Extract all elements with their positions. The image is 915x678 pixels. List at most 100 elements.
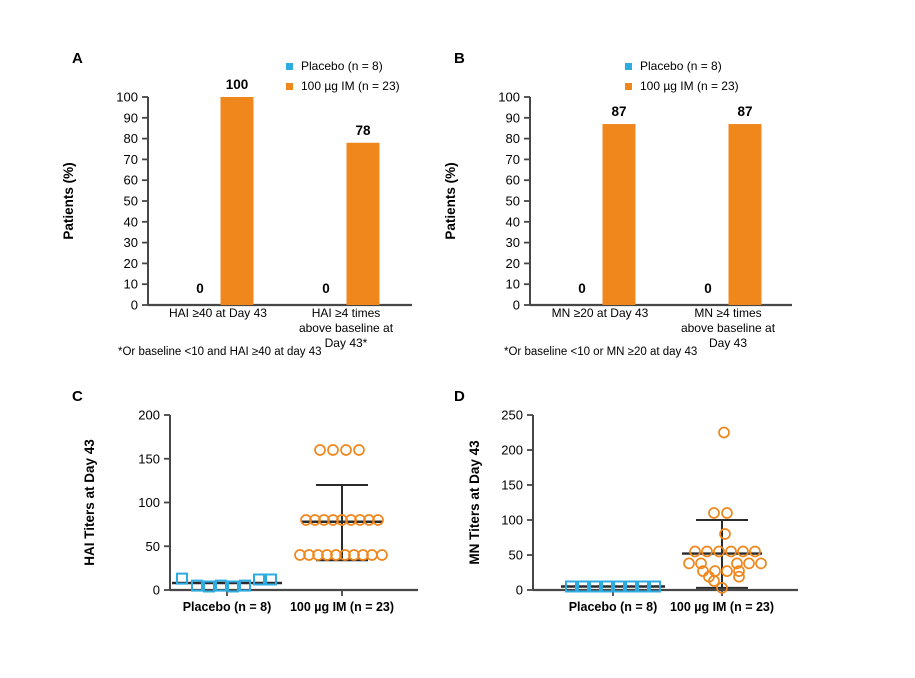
data-point-circle bbox=[318, 514, 330, 526]
axes: 0 10 20 30 40 50 60 70 80 90 100 bbox=[498, 90, 792, 313]
data-point-circle bbox=[321, 549, 333, 561]
y-tick-label: 100 bbox=[116, 90, 138, 105]
panel-a-letter: A bbox=[72, 50, 83, 67]
y-axis-title: MN Titers at Day 43 bbox=[467, 440, 482, 565]
bar bbox=[346, 142, 380, 305]
data-point-circle bbox=[733, 565, 745, 577]
y-tick-label: 50 bbox=[146, 539, 160, 554]
data-point-circle bbox=[701, 545, 713, 558]
group-label: Placebo (n = 8) bbox=[569, 600, 658, 614]
panel-a-legend: Placebo (n = 8) 100 µg IM (n = 23) bbox=[286, 59, 400, 93]
data-point-circle bbox=[725, 545, 737, 558]
treatment-swatch-icon bbox=[625, 82, 632, 90]
data-point-circle bbox=[716, 582, 728, 594]
bar-value-label: 0 bbox=[578, 281, 586, 296]
legend-label-treatment: 100 µg IM (n = 23) bbox=[640, 79, 739, 93]
y-tick-label: 200 bbox=[138, 408, 160, 423]
y-tick-label: 40 bbox=[124, 214, 138, 229]
data-point-circle bbox=[372, 514, 384, 526]
y-tick-label: 50 bbox=[506, 194, 520, 209]
y-tick-label: 0 bbox=[131, 298, 138, 313]
y-tick-label: 200 bbox=[501, 443, 523, 458]
category-label: MN ≥20 at Day 43 bbox=[552, 306, 649, 320]
y-axis-title: HAI Titers at Day 43 bbox=[82, 439, 97, 566]
data-point-circle bbox=[353, 444, 365, 456]
group-label: 100 µg IM (n = 23) bbox=[670, 600, 774, 614]
bar-value-label: 0 bbox=[704, 281, 712, 296]
scatter-group bbox=[561, 580, 665, 596]
category-label: HAI ≥4 times bbox=[312, 306, 381, 320]
data-point-square bbox=[239, 579, 251, 592]
legend-label-placebo: Placebo (n = 8) bbox=[301, 59, 383, 73]
bars: 0 0 100 78 bbox=[196, 77, 380, 305]
category-label: above baseline at bbox=[299, 321, 394, 335]
data-point-circle bbox=[718, 426, 730, 439]
data-point-square bbox=[589, 580, 601, 593]
data-point-circle bbox=[743, 557, 755, 570]
y-tick-label: 100 bbox=[498, 90, 520, 105]
data-point-circle bbox=[348, 549, 360, 561]
data-point-circle bbox=[327, 444, 339, 456]
data-point-circle bbox=[303, 549, 315, 561]
data-point-circle bbox=[336, 514, 348, 526]
panel-b-footnote: *Or baseline <10 or MN ≥20 at day 43 bbox=[504, 346, 698, 358]
panel-c-letter: C bbox=[72, 388, 83, 405]
data-point-circle bbox=[345, 514, 357, 526]
data-point-circle bbox=[330, 549, 342, 561]
axes: 0 10 20 30 40 50 60 70 80 90 100 bbox=[116, 90, 412, 313]
y-tick-label: 30 bbox=[506, 235, 520, 250]
data-point-square bbox=[565, 580, 577, 593]
data-point-circle bbox=[340, 444, 352, 456]
data-point-circle bbox=[683, 557, 695, 570]
y-tick-label: 10 bbox=[124, 277, 138, 292]
bar-value-label: 100 bbox=[226, 77, 249, 92]
y-tick-label: 20 bbox=[124, 256, 138, 271]
y-tick-label: 70 bbox=[124, 152, 138, 167]
data-point-circle bbox=[721, 565, 733, 577]
axes: 0 50 100 150 200 bbox=[138, 408, 418, 598]
panel-d-letter: D bbox=[454, 388, 465, 405]
data-point-square bbox=[637, 580, 649, 593]
data-point-circle bbox=[731, 557, 743, 570]
panel-d-chart: 0 50 100 150 200 250 MN Titers at Day 43 Placeb… bbox=[467, 408, 798, 614]
legend-item-treatment: 100 µg IM (n = 23) bbox=[286, 79, 400, 93]
bar-value-label: 0 bbox=[196, 281, 204, 296]
data-point-circle bbox=[376, 549, 388, 561]
treatment-swatch-icon bbox=[286, 82, 293, 90]
data-point-circle bbox=[339, 549, 351, 561]
legend-item-placebo: Placebo (n = 8) bbox=[625, 59, 739, 73]
panel-a: A Placebo (n = 8) 100 µg IM (n = 23) 0 10… bbox=[60, 45, 442, 380]
placebo-swatch-icon bbox=[625, 62, 632, 70]
data-point-square bbox=[625, 580, 637, 593]
y-tick-label: 80 bbox=[124, 131, 138, 146]
bar bbox=[602, 124, 636, 305]
y-tick-label: 40 bbox=[506, 214, 520, 229]
y-tick-label: 60 bbox=[506, 173, 520, 188]
data-point-square bbox=[649, 580, 661, 593]
panel-a-footnote: *Or baseline <10 and HAI ≥40 at day 43 bbox=[118, 346, 322, 358]
y-tick-label: 60 bbox=[124, 173, 138, 188]
category-label: MN ≥4 times bbox=[694, 306, 761, 320]
legend-label-placebo: Placebo (n = 8) bbox=[640, 59, 722, 73]
panel-c: C 0 50 100 150 200 HAI Titers at Day 43 Placeb… bbox=[60, 383, 442, 638]
data-point-circle bbox=[749, 545, 761, 558]
data-point-circle bbox=[721, 507, 733, 519]
data-point-circle bbox=[733, 570, 745, 583]
data-point-circle bbox=[363, 514, 375, 526]
y-tick-label: 80 bbox=[506, 131, 520, 146]
bars: 0 0 87 87 bbox=[578, 104, 762, 305]
bar-value-label: 0 bbox=[322, 281, 330, 296]
data-point-circle bbox=[708, 575, 720, 587]
data-point-circle bbox=[312, 549, 324, 561]
data-point-circle bbox=[354, 514, 366, 526]
bar-value-label: 87 bbox=[611, 104, 626, 119]
data-point-square bbox=[265, 573, 277, 586]
panel-b-chart: 0 10 20 30 40 50 60 70 80 90 100 Patients (%) 0 0 87 87… bbox=[443, 90, 792, 350]
y-tick-label: 100 bbox=[501, 513, 523, 528]
group-label: Placebo (n = 8) bbox=[183, 600, 272, 614]
data-point-square bbox=[253, 573, 265, 586]
data-point-square bbox=[577, 580, 589, 593]
y-tick-label: 50 bbox=[509, 548, 523, 563]
group-label: 100 µg IM (n = 23) bbox=[290, 600, 394, 614]
